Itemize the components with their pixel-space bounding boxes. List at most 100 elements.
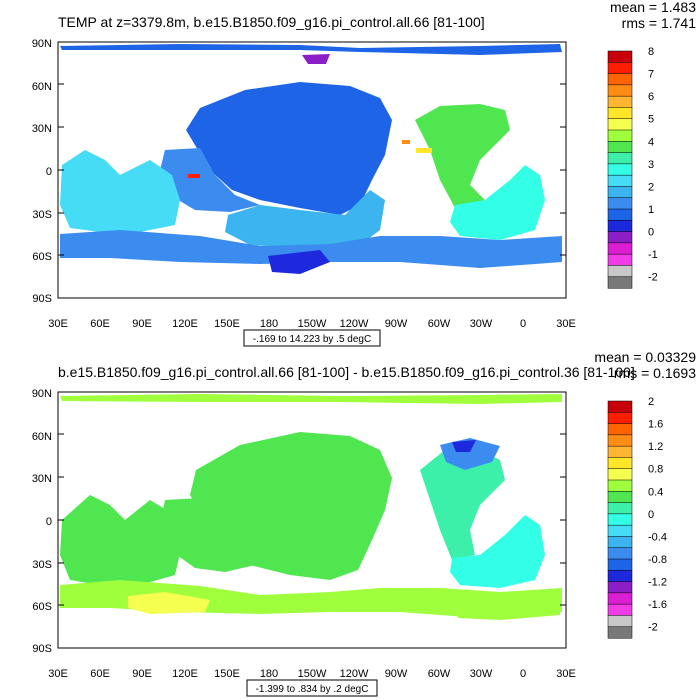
ross-sea (268, 250, 330, 274)
colorbar-swatch (607, 152, 633, 165)
colorbar-label: -0.8 (648, 554, 667, 566)
colorbar-swatch (607, 445, 633, 458)
colorbar-swatch (607, 118, 633, 131)
lat-label: 30N (32, 473, 52, 485)
arctic-ocean (60, 394, 562, 404)
west-pacific (160, 148, 260, 212)
colorbar-label: -1.2 (648, 577, 667, 589)
colorbar-label: 7 (648, 69, 654, 81)
colorbar-swatch (607, 513, 633, 526)
colorbar-label: 0 (648, 227, 654, 239)
yellow-patch (416, 148, 432, 153)
lon-label: 150E (214, 668, 240, 680)
map-bottom: 90N 60N 30N 0 30S 60S 90S 30E 60E 90E 12… (32, 388, 576, 697)
lon-label: 30E (556, 318, 576, 330)
indian-ocean (60, 150, 180, 232)
panel-bottom-mean: mean = 0.03329 (594, 349, 696, 365)
lon-ticks-bottom: 30E 60E 90E 120E 150E 180 150W 120W 90W … (48, 668, 576, 680)
colorbar-swatch (607, 231, 633, 244)
colorbar-label: 1 (648, 204, 654, 216)
lat-label: 90N (32, 38, 52, 50)
panel-top-title: TEMP at z=3379.8m, b.e15.B1850.f09_g16.p… (58, 14, 485, 30)
colorbar-swatch (607, 220, 633, 233)
lat-label: 60S (32, 251, 52, 263)
colorbar-swatch (607, 558, 633, 571)
panel-bottom-rms: rms = 0.1693 (614, 365, 696, 381)
colorbar-label: 2 (648, 181, 654, 193)
colorbar-label: 4 (648, 136, 654, 148)
colorbar-swatch (607, 434, 633, 447)
lon-label: 120W (340, 668, 369, 680)
lat-ticks-top: 90N 60N 30N 0 30S 60S 90S (32, 38, 52, 305)
lon-label: 90W (385, 668, 408, 680)
lon-label: 60E (90, 668, 110, 680)
colorbar-swatch (607, 62, 633, 75)
colorbar-label: -1.6 (648, 599, 667, 611)
panel-top: TEMP at z=3379.8m, b.e15.B1850.f09_g16.p… (32, 0, 696, 347)
south-atlantic (450, 515, 545, 588)
lon-label: 30W (470, 668, 493, 680)
lon-label: 120E (172, 318, 198, 330)
colorbar-label: 2 (648, 396, 654, 408)
colorbar-swatch (607, 468, 633, 481)
colorbar-swatch (607, 208, 633, 221)
panel-bottom-title: b.e15.B1850.f09_g16.pi_control.all.66 [8… (58, 364, 635, 380)
lon-label: 30E (48, 318, 68, 330)
colorbar-swatch (607, 276, 633, 289)
lat-label: 30S (32, 559, 52, 571)
colorbar-swatch (607, 479, 633, 492)
colorbar-swatch (607, 412, 633, 425)
north-atlantic (420, 450, 505, 560)
colorbar-label: -0.4 (648, 531, 667, 543)
south-pacific (225, 190, 385, 248)
lon-label: 180 (260, 318, 278, 330)
colorbar-label: 0.8 (648, 464, 663, 476)
colorbar-swatch (607, 491, 633, 504)
colorbar-label: 0 (648, 509, 654, 521)
panel-top-range: -.169 to 14.223 by .5 degC (253, 334, 371, 345)
arctic-deep-patch (302, 54, 330, 64)
lat-label: 90N (32, 388, 52, 400)
colorbar-swatch (607, 581, 633, 594)
lat-label: 60N (32, 81, 52, 93)
colorbar-label: 6 (648, 91, 654, 103)
colorbar-swatch (607, 502, 633, 515)
colorbar-label: 1.6 (648, 419, 663, 431)
tick-marks-top (58, 83, 566, 256)
colorbar-swatch (607, 615, 633, 628)
arctic-ocean (60, 44, 562, 55)
colorbar-swatch (607, 242, 633, 255)
lat-label: 30S (32, 209, 52, 221)
lat-label: 90S (32, 643, 52, 655)
lon-label: 180 (260, 668, 278, 680)
colorbar-swatch (607, 50, 633, 63)
colorbar-label: 8 (648, 46, 654, 58)
lat-label: 0 (46, 166, 52, 178)
colorbar-swatch (607, 603, 633, 616)
tropical-red-patch (188, 174, 200, 178)
pacific-ocean (190, 432, 392, 580)
lon-label: 30E (556, 668, 576, 680)
colorbar-label: -1 (648, 249, 658, 261)
lon-label: 120E (172, 668, 198, 680)
lat-label: 0 (46, 516, 52, 528)
colorbar-swatch (607, 536, 633, 549)
colorbar-label: 0.4 (648, 486, 663, 498)
colorbar-label: 1.2 (648, 441, 663, 453)
range-box-bottom (246, 679, 378, 697)
southern-ocean (60, 230, 562, 268)
colorbar-label: -2 (648, 622, 658, 634)
lon-label: 150W (298, 318, 327, 330)
lon-label: 90W (385, 318, 408, 330)
lon-label: 0 (520, 318, 526, 330)
lon-label: 90E (132, 318, 152, 330)
lon-label: 30W (470, 318, 493, 330)
colorbar-label: -2 (648, 272, 658, 284)
colorbar-swatch (607, 524, 633, 537)
indian-ocean (60, 495, 182, 585)
colorbar-swatch (607, 197, 633, 210)
weddell-warm (128, 592, 210, 614)
lat-label: 60S (32, 601, 52, 613)
lat-label: 60N (32, 431, 52, 443)
